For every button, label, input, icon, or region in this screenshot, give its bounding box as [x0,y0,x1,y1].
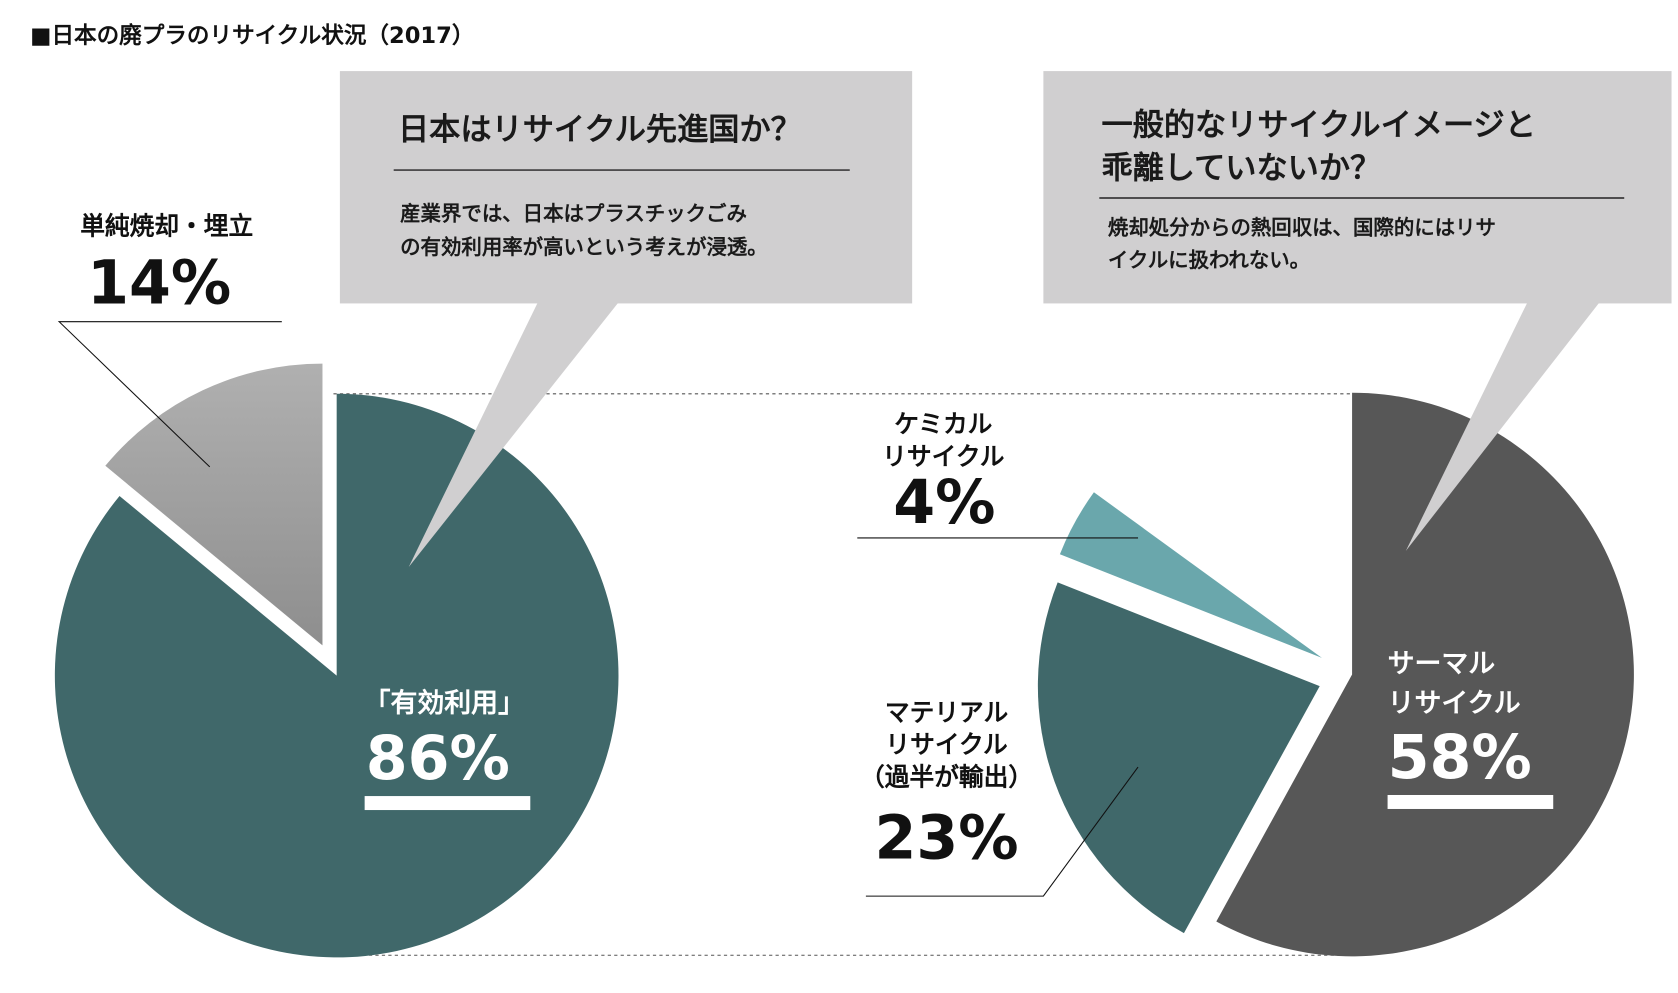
label-material-line2: リサイクル [885,730,1008,759]
pie-slice-0-0 [54,393,619,958]
pct-thermal: 58% [1388,723,1532,793]
label-chemical-line1: ケミカル [894,409,992,438]
callout-left-body-line2: の有効利用率が高いという考えが浸透。 [400,235,768,259]
callout-right-heading-line1: 一般的なリサイクルイメージと [1101,108,1535,144]
label-effective-use: 「有効利用」 [364,687,525,719]
pie-slice-1-0 [1216,392,1634,957]
underline-bar-thermal [1387,794,1554,809]
pie-slice-1-1 [1037,582,1320,934]
chart-title: ■日本の廃プラのリサイクル状況（2017） [30,22,474,49]
underline-bar-effective-use [364,796,531,811]
pie-slice-0-1 [105,363,323,646]
pie-slice-1-2 [1059,492,1322,658]
callout-left-body-line1: 産業界では、日本はプラスチックごみ [400,202,747,226]
leader-line-landfill [57,321,282,468]
callout-right-body-line2: イクルに扱われない。 [1108,248,1310,272]
pie-chart-recycling-breakdown [1037,392,1634,957]
callout-left-heading: 日本はリサイクル先進国か？ [398,112,802,148]
label-material-line1: マテリアル [885,698,1009,727]
callout-right-body-line1: 焼却処分からの熱回収は、国際的にはリサ [1108,216,1496,240]
label-landfill: 単純焼却・埋立 [80,212,253,241]
callout-left: 日本はリサイクル先進国か？ 産業界では、日本はプラスチックごみ の有効利用率が高… [339,71,913,567]
pie-chart-japan-usage [54,363,619,958]
pct-landfill: 14% [87,248,231,318]
label-chemical-line2: リサイクル [882,442,1005,471]
label-thermal-line2: リサイクル [1388,688,1521,719]
pct-effective-use: 86% [366,724,510,794]
label-thermal-line1: サーマル [1388,648,1496,679]
callout-right-heading-line2: 乖離していないか？ [1101,151,1381,187]
pct-chemical: 4% [893,468,995,538]
label-material-line3: （過半が輸出） [860,762,1033,791]
leader-line-material [865,766,1139,897]
pct-material: 23% [874,803,1018,873]
